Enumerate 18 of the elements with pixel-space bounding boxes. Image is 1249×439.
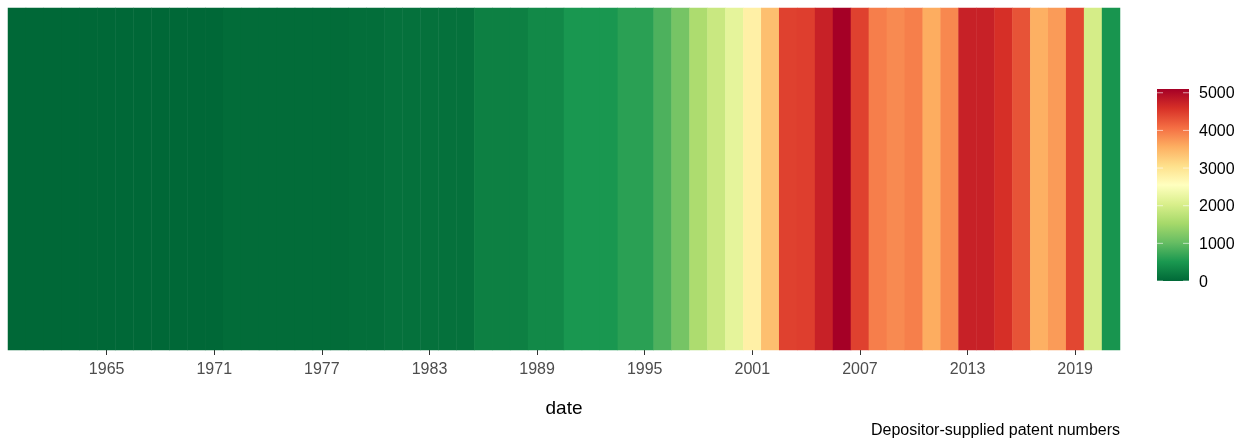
x-tick-label: 2001 [734,359,771,377]
x-tick-label: 2013 [949,359,986,377]
color-bar-label: 1000 [1199,234,1235,252]
text: Depositor-supplied patent numbers [870,420,1120,438]
x-tick-label: 2019 [1057,359,1094,377]
x-tick-label: 1977 [304,359,340,377]
x-axis-title: date [545,397,583,418]
x-tick-label: 1983 [411,359,448,377]
color-bar-label: 5000 [1199,84,1235,102]
x-tick-label: 2007 [842,359,878,377]
color-bar-label: 3000 [1199,159,1235,177]
color-bar-label: 2000 [1199,197,1235,215]
x-tick-label: 1971 [196,359,233,377]
x-tick-label: 1989 [519,359,555,377]
x-tick-label: 1995 [626,359,663,377]
x-tick-label: 1965 [88,359,125,377]
color-bar-label: 4000 [1199,121,1235,139]
color-bar-label: 0 [1199,272,1208,290]
